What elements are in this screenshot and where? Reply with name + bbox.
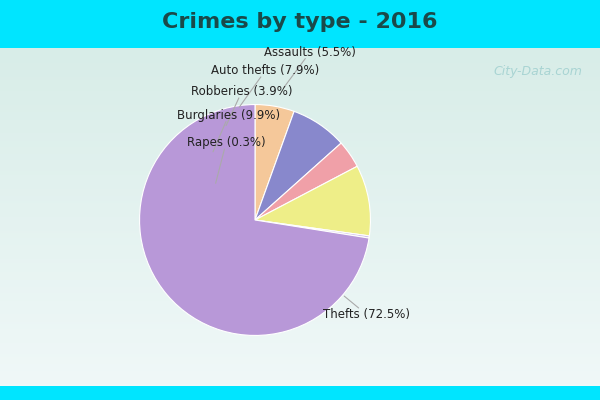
Text: Auto thefts (7.9%): Auto thefts (7.9%) [211,64,320,107]
Text: Burglaries (9.9%): Burglaries (9.9%) [177,108,280,152]
Wedge shape [255,143,357,220]
Wedge shape [255,104,294,220]
Wedge shape [255,166,370,236]
Wedge shape [140,104,369,336]
Text: Crimes by type - 2016: Crimes by type - 2016 [162,12,438,32]
Wedge shape [255,220,370,238]
Wedge shape [255,111,341,220]
Text: City-Data.com: City-Data.com [493,65,582,78]
Text: Thefts (72.5%): Thefts (72.5%) [323,296,410,321]
Text: Rapes (0.3%): Rapes (0.3%) [187,136,265,183]
Text: Robberies (3.9%): Robberies (3.9%) [191,85,293,126]
Text: Assaults (5.5%): Assaults (5.5%) [264,46,356,88]
